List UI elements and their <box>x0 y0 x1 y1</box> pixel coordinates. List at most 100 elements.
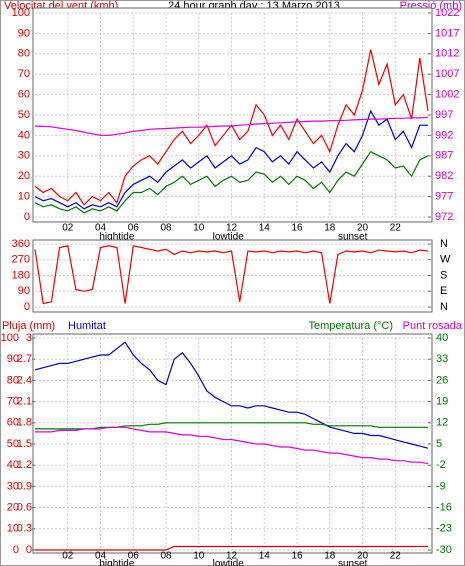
x-tick-label: 10 <box>193 551 205 562</box>
x-tick-label: 16 <box>291 551 303 562</box>
y-tick-label: 26 <box>436 374 448 386</box>
y-tick-label: 180 <box>12 269 30 281</box>
y-tick-label: 100 <box>1 332 19 344</box>
x-tick-label: 18 <box>324 223 336 234</box>
x-tick-label: 08 <box>160 551 172 562</box>
y-tick-label: 997 <box>435 109 453 121</box>
y-tick-label: 270 <box>12 254 30 266</box>
legend-entry: Punt rosada <box>403 320 463 332</box>
x-tick-label: 12 <box>226 223 238 234</box>
y-tick-label: 10 <box>7 523 19 535</box>
annotation: hightide <box>99 232 134 243</box>
y-tick-label: 1.2 <box>17 459 32 471</box>
y-tick-label: 0 <box>24 301 30 313</box>
y-tick-label: 40 <box>18 129 30 141</box>
y-tick-label: 33 <box>436 353 448 365</box>
x-tick-label: 06 <box>128 551 140 562</box>
y-tick-label: 80 <box>7 374 19 386</box>
series-line <box>34 245 429 305</box>
y-tick-label: 987 <box>435 150 453 162</box>
y-tick-label: 1012 <box>435 48 459 60</box>
x-tick-label: 16 <box>291 223 303 234</box>
y-tick-label: 1.8 <box>17 417 32 429</box>
x-tick-label: 12 <box>226 551 238 562</box>
y-tick-label: 0.9 <box>17 480 32 492</box>
y-tick-label: 19 <box>436 396 448 408</box>
x-tick-label: 14 <box>259 551 271 562</box>
y-tick-label: 70 <box>18 68 30 80</box>
x-tick-label: 04 <box>95 551 107 562</box>
y-tick-label: 977 <box>435 191 453 203</box>
y-tick-label: 0 <box>24 211 30 223</box>
y-tick-label: 30 <box>7 480 19 492</box>
y-tick-label: 1.5 <box>17 438 32 450</box>
y-tick-label: 0.3 <box>17 523 32 535</box>
x-tick-label: 02 <box>62 551 74 562</box>
y-tick-label: 972 <box>435 211 453 223</box>
y-tick-label: -23 <box>436 523 452 535</box>
y-tick-label: 992 <box>435 129 453 141</box>
y-tick-label: 60 <box>18 89 30 101</box>
y-axis-title: Velocitat del vent (kmh) <box>4 0 118 12</box>
y-tick-label: 20 <box>18 170 30 182</box>
y-tick-label: 50 <box>18 109 30 121</box>
annotation: sunset <box>338 232 368 243</box>
y-tick-label: 0.6 <box>17 502 32 514</box>
series-line <box>34 150 429 214</box>
series-line <box>35 426 429 465</box>
x-tick-label: 18 <box>324 551 336 562</box>
y-tick-label: 5 <box>436 438 442 450</box>
y-tick-label: 90 <box>18 27 30 39</box>
x-tick-label: 20 <box>357 223 369 234</box>
annotation: hightide <box>99 559 134 566</box>
y-tick-label: 2.1 <box>17 396 32 408</box>
chart-title: 24 hour graph day : 13 Marzo 2013 <box>168 0 340 12</box>
y-tick-label: -2 <box>436 459 446 471</box>
y-tick-label: 360 <box>12 238 30 250</box>
x-tick-label: 22 <box>390 223 402 234</box>
y-tick-label: 1022 <box>435 7 459 19</box>
y-tick-label: 20 <box>7 502 19 514</box>
y-tick-label: -9 <box>436 480 446 492</box>
legend-entry: Temperatura (°C) <box>309 320 393 332</box>
y-tick-label: 982 <box>435 170 453 182</box>
y-tick-label: 1017 <box>435 27 459 39</box>
x-tick-label: 10 <box>193 223 205 234</box>
y-tick-label: 80 <box>18 48 30 60</box>
annotation: sunset <box>338 559 368 566</box>
y-tick-label: -16 <box>436 502 452 514</box>
series-line <box>34 116 429 136</box>
y-tick-label: 2.4 <box>17 374 32 386</box>
y-tick-label: 40 <box>7 459 19 471</box>
annotation: lowtide <box>213 559 245 566</box>
y-tick-label: E <box>440 285 447 297</box>
y-tick-label: 0 <box>13 544 19 556</box>
x-tick-label: 14 <box>259 223 271 234</box>
x-tick-label: 06 <box>128 223 140 234</box>
y-tick-label: 90 <box>7 353 19 365</box>
y-tick-label: 2.7 <box>17 353 32 365</box>
annotation: lowtide <box>213 232 245 243</box>
y-tick-label: N <box>440 238 448 250</box>
y-tick-label: -30 <box>436 544 452 556</box>
y-tick-label: 60 <box>7 417 19 429</box>
series-line <box>34 49 429 206</box>
x-tick-label: 02 <box>62 223 74 234</box>
y-tick-label: 1007 <box>435 68 459 80</box>
legend-entry: Pluja (mm) <box>2 320 55 332</box>
legend-entry: Humitat <box>68 320 106 332</box>
series-line <box>35 422 428 430</box>
x-tick-label: 08 <box>160 223 172 234</box>
y-tick-label: N <box>440 301 448 313</box>
series-line <box>34 341 429 449</box>
y-tick-label: 100 <box>12 7 30 19</box>
x-tick-label: 20 <box>357 551 369 562</box>
y-tick-label: 1002 <box>435 89 459 101</box>
x-tick-label: 22 <box>390 551 402 562</box>
y-tick-label: S <box>440 269 447 281</box>
y-tick-label: 50 <box>7 438 19 450</box>
y-tick-label: 12 <box>436 417 448 429</box>
series-line <box>35 545 428 551</box>
y-tick-label: W <box>440 254 451 266</box>
